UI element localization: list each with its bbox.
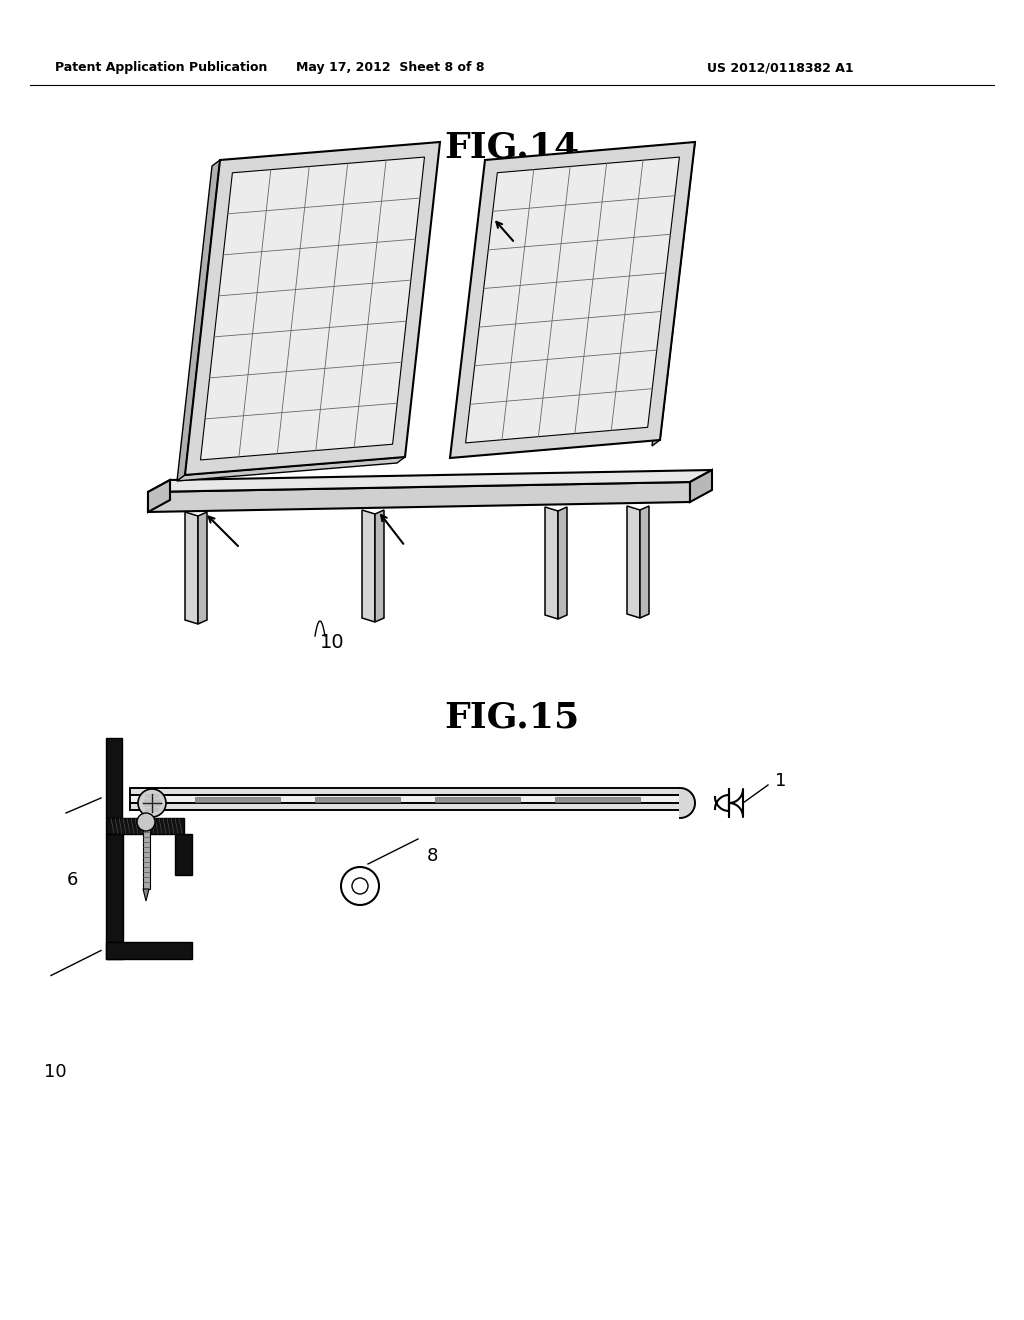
Polygon shape — [558, 507, 567, 619]
Polygon shape — [375, 510, 384, 622]
Polygon shape — [545, 507, 558, 619]
Text: 6: 6 — [67, 871, 78, 888]
Bar — [195, 797, 280, 803]
Polygon shape — [148, 482, 690, 512]
Bar — [130, 795, 680, 803]
Text: 10: 10 — [44, 1063, 67, 1081]
Text: FIG.15: FIG.15 — [444, 701, 580, 735]
Polygon shape — [652, 143, 695, 446]
Bar — [143, 829, 150, 888]
Polygon shape — [143, 888, 150, 902]
Text: US 2012/0118382 A1: US 2012/0118382 A1 — [707, 62, 853, 74]
Circle shape — [138, 789, 166, 817]
Bar — [435, 797, 520, 803]
Polygon shape — [450, 143, 695, 458]
Bar — [106, 818, 184, 834]
Polygon shape — [148, 480, 170, 512]
Polygon shape — [148, 470, 712, 492]
Bar — [555, 797, 640, 803]
Circle shape — [352, 878, 368, 894]
Bar — [106, 834, 123, 960]
Polygon shape — [185, 512, 198, 624]
Polygon shape — [177, 457, 406, 480]
Polygon shape — [362, 510, 375, 622]
Text: 10: 10 — [319, 634, 344, 652]
Text: FIG.14: FIG.14 — [444, 131, 580, 165]
Bar — [106, 942, 193, 960]
Bar — [130, 803, 680, 810]
Polygon shape — [680, 788, 695, 818]
Text: Patent Application Publication: Patent Application Publication — [55, 62, 267, 74]
Polygon shape — [201, 157, 425, 459]
Text: 8: 8 — [426, 847, 437, 865]
Bar — [130, 788, 680, 795]
Polygon shape — [185, 143, 440, 475]
Text: 1: 1 — [775, 772, 786, 789]
Bar — [315, 797, 400, 803]
Polygon shape — [198, 512, 207, 624]
Polygon shape — [627, 506, 640, 618]
Bar — [106, 738, 122, 818]
Polygon shape — [466, 157, 679, 444]
Polygon shape — [690, 470, 712, 502]
Text: May 17, 2012  Sheet 8 of 8: May 17, 2012 Sheet 8 of 8 — [296, 62, 484, 74]
Circle shape — [137, 813, 155, 832]
Circle shape — [341, 867, 379, 906]
Bar — [175, 834, 193, 875]
Polygon shape — [177, 160, 220, 480]
Polygon shape — [640, 506, 649, 618]
